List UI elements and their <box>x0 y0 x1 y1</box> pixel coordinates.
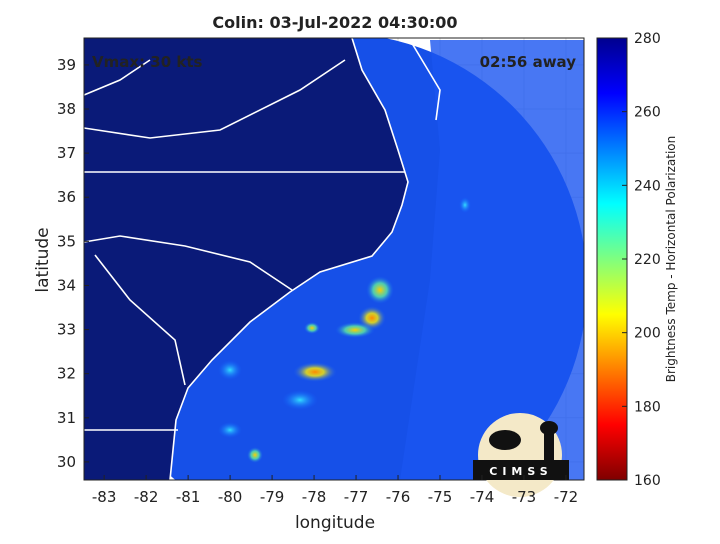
colorbar-tick-label: 180 <box>634 399 661 415</box>
x-tick-label: -75 <box>428 488 453 506</box>
x-tick-label: -82 <box>134 488 159 506</box>
x-tick-label: -80 <box>218 488 243 506</box>
colorbar-tick-label: 200 <box>634 326 661 342</box>
x-tick-label: -74 <box>470 488 495 506</box>
annotation: 02:56 away <box>480 53 577 71</box>
x-tick-label: -78 <box>302 488 327 506</box>
y-tick-label: 35 <box>57 232 76 250</box>
colorbar-tick-label: 220 <box>634 252 661 268</box>
y-tick-label: 39 <box>57 56 76 74</box>
logo: CIMSS <box>473 413 569 497</box>
colorbar-label: Brightness Temp - Horizontal Polarizatio… <box>664 136 678 383</box>
annotation: Vmax: 30 kts <box>92 53 202 71</box>
colorbar-tick-label: 280 <box>634 31 661 47</box>
y-tick-label: 30 <box>57 453 76 471</box>
y-tick-label: 33 <box>57 321 76 339</box>
x-tick-label: -83 <box>92 488 117 506</box>
x-tick-label: -73 <box>512 488 537 506</box>
y-tick-label: 31 <box>57 409 76 427</box>
colorbar-tick-label: 240 <box>634 178 661 194</box>
x-tick-label: -81 <box>176 488 201 506</box>
y-tick-label: 34 <box>57 276 76 294</box>
x-tick-label: -77 <box>344 488 369 506</box>
x-tick-label: -79 <box>260 488 285 506</box>
y-tick-label: 37 <box>57 144 76 162</box>
colorbar-tick-label: 160 <box>634 473 661 489</box>
y-axis-label: latitude <box>33 227 53 292</box>
y-tick-label: 36 <box>57 188 76 206</box>
x-axis-label: longitude <box>295 513 375 533</box>
colorbar-tick-label: 260 <box>634 105 661 121</box>
plot-frame <box>83 37 585 481</box>
x-tick-label: -72 <box>554 488 579 506</box>
y-tick-label: 38 <box>57 100 76 118</box>
chart-title: Colin: 03-Jul-2022 04:30:00 <box>212 13 457 32</box>
x-tick-label: -76 <box>386 488 411 506</box>
y-tick-label: 32 <box>57 365 76 383</box>
logo-text: CIMSS <box>489 465 552 478</box>
satellite-image <box>84 38 584 480</box>
